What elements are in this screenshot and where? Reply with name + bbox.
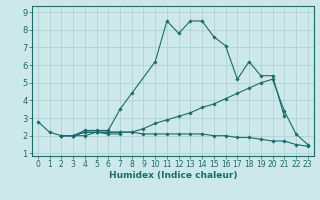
X-axis label: Humidex (Indice chaleur): Humidex (Indice chaleur) [108,171,237,180]
